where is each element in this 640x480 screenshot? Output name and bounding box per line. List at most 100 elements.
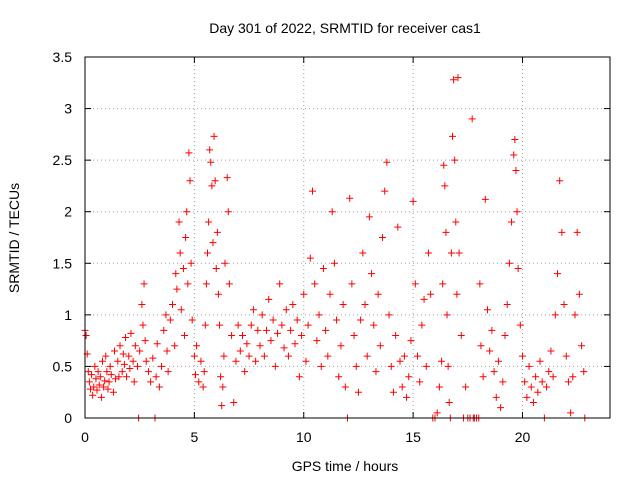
data-point	[120, 360, 128, 368]
data-point	[185, 149, 193, 157]
data-point	[153, 340, 161, 348]
data-point	[379, 234, 386, 241]
data-point	[131, 342, 139, 350]
data-point	[107, 371, 115, 379]
data-point	[529, 399, 537, 407]
data-point	[324, 352, 332, 360]
data-point	[451, 156, 459, 164]
data-point	[381, 187, 389, 195]
data-point	[447, 249, 455, 257]
data-point	[163, 347, 171, 355]
data-point	[508, 218, 516, 226]
data-point	[276, 280, 284, 288]
data-point	[142, 357, 150, 365]
plot-frame	[84, 56, 611, 419]
data-point	[141, 337, 149, 345]
data-point	[516, 321, 524, 329]
data-point	[326, 290, 334, 298]
data-point	[176, 249, 184, 257]
data-point	[457, 331, 465, 339]
data-point	[111, 347, 119, 355]
data-point	[503, 301, 511, 309]
data-point	[424, 249, 432, 257]
data-point	[394, 223, 402, 231]
y-tick-label: 3	[64, 101, 72, 117]
data-point	[138, 301, 146, 309]
data-point	[359, 249, 367, 257]
data-point	[195, 378, 203, 386]
data-point	[368, 270, 376, 278]
data-point	[130, 378, 138, 386]
data-point	[532, 373, 540, 381]
data-point	[102, 352, 110, 360]
data-point	[96, 373, 104, 381]
data-point	[88, 371, 96, 379]
data-point	[352, 362, 360, 370]
data-point	[158, 362, 166, 370]
data-point	[455, 249, 463, 257]
data-point	[155, 383, 163, 391]
data-point	[284, 352, 292, 360]
data-point	[84, 368, 92, 376]
data-point	[182, 234, 190, 241]
data-point	[427, 290, 435, 298]
data-point	[295, 373, 303, 381]
data-point	[232, 357, 240, 365]
data-point	[201, 321, 209, 329]
data-point	[361, 301, 369, 309]
data-point	[221, 259, 229, 267]
data-point	[298, 331, 306, 339]
data-point	[210, 132, 218, 140]
data-point	[147, 378, 155, 386]
data-points	[81, 74, 589, 422]
data-point	[95, 381, 103, 389]
data-point	[186, 177, 194, 185]
data-point	[418, 321, 426, 329]
data-point	[313, 337, 321, 345]
data-point	[398, 383, 406, 391]
data-point	[208, 182, 216, 190]
data-point	[191, 371, 199, 379]
data-point	[441, 182, 449, 190]
data-point	[179, 264, 187, 272]
data-point	[453, 290, 461, 298]
data-point	[341, 383, 349, 391]
data-point	[181, 331, 189, 339]
data-point	[328, 208, 336, 216]
data-point	[190, 352, 198, 360]
data-point	[488, 326, 496, 334]
data-point	[144, 368, 152, 376]
data-point	[454, 74, 462, 82]
data-point	[287, 326, 295, 334]
data-point	[311, 280, 319, 288]
data-point	[212, 264, 220, 272]
data-point	[564, 378, 572, 386]
data-point	[547, 347, 555, 355]
data-point	[245, 352, 253, 360]
data-point	[562, 352, 570, 360]
data-point	[346, 194, 354, 202]
data-point	[293, 316, 301, 324]
data-point	[114, 357, 122, 365]
data-point	[258, 311, 266, 319]
data-point	[490, 368, 498, 376]
y-tick-label: 2.5	[53, 152, 73, 168]
data-point	[306, 254, 314, 262]
data-point	[213, 228, 221, 236]
data-point	[534, 388, 542, 396]
data-point	[269, 316, 277, 324]
data-point	[243, 340, 251, 348]
x-tick-label: 5	[190, 429, 198, 445]
data-point	[580, 368, 588, 376]
data-point	[510, 151, 518, 159]
data-point	[573, 228, 581, 236]
data-point	[389, 388, 397, 396]
data-point	[376, 342, 384, 350]
data-point	[476, 280, 484, 288]
data-point	[558, 228, 566, 236]
data-point	[411, 280, 419, 288]
data-point	[265, 295, 273, 303]
data-point	[556, 177, 564, 185]
data-point	[136, 347, 144, 355]
y-tick-label: 2	[64, 204, 72, 220]
